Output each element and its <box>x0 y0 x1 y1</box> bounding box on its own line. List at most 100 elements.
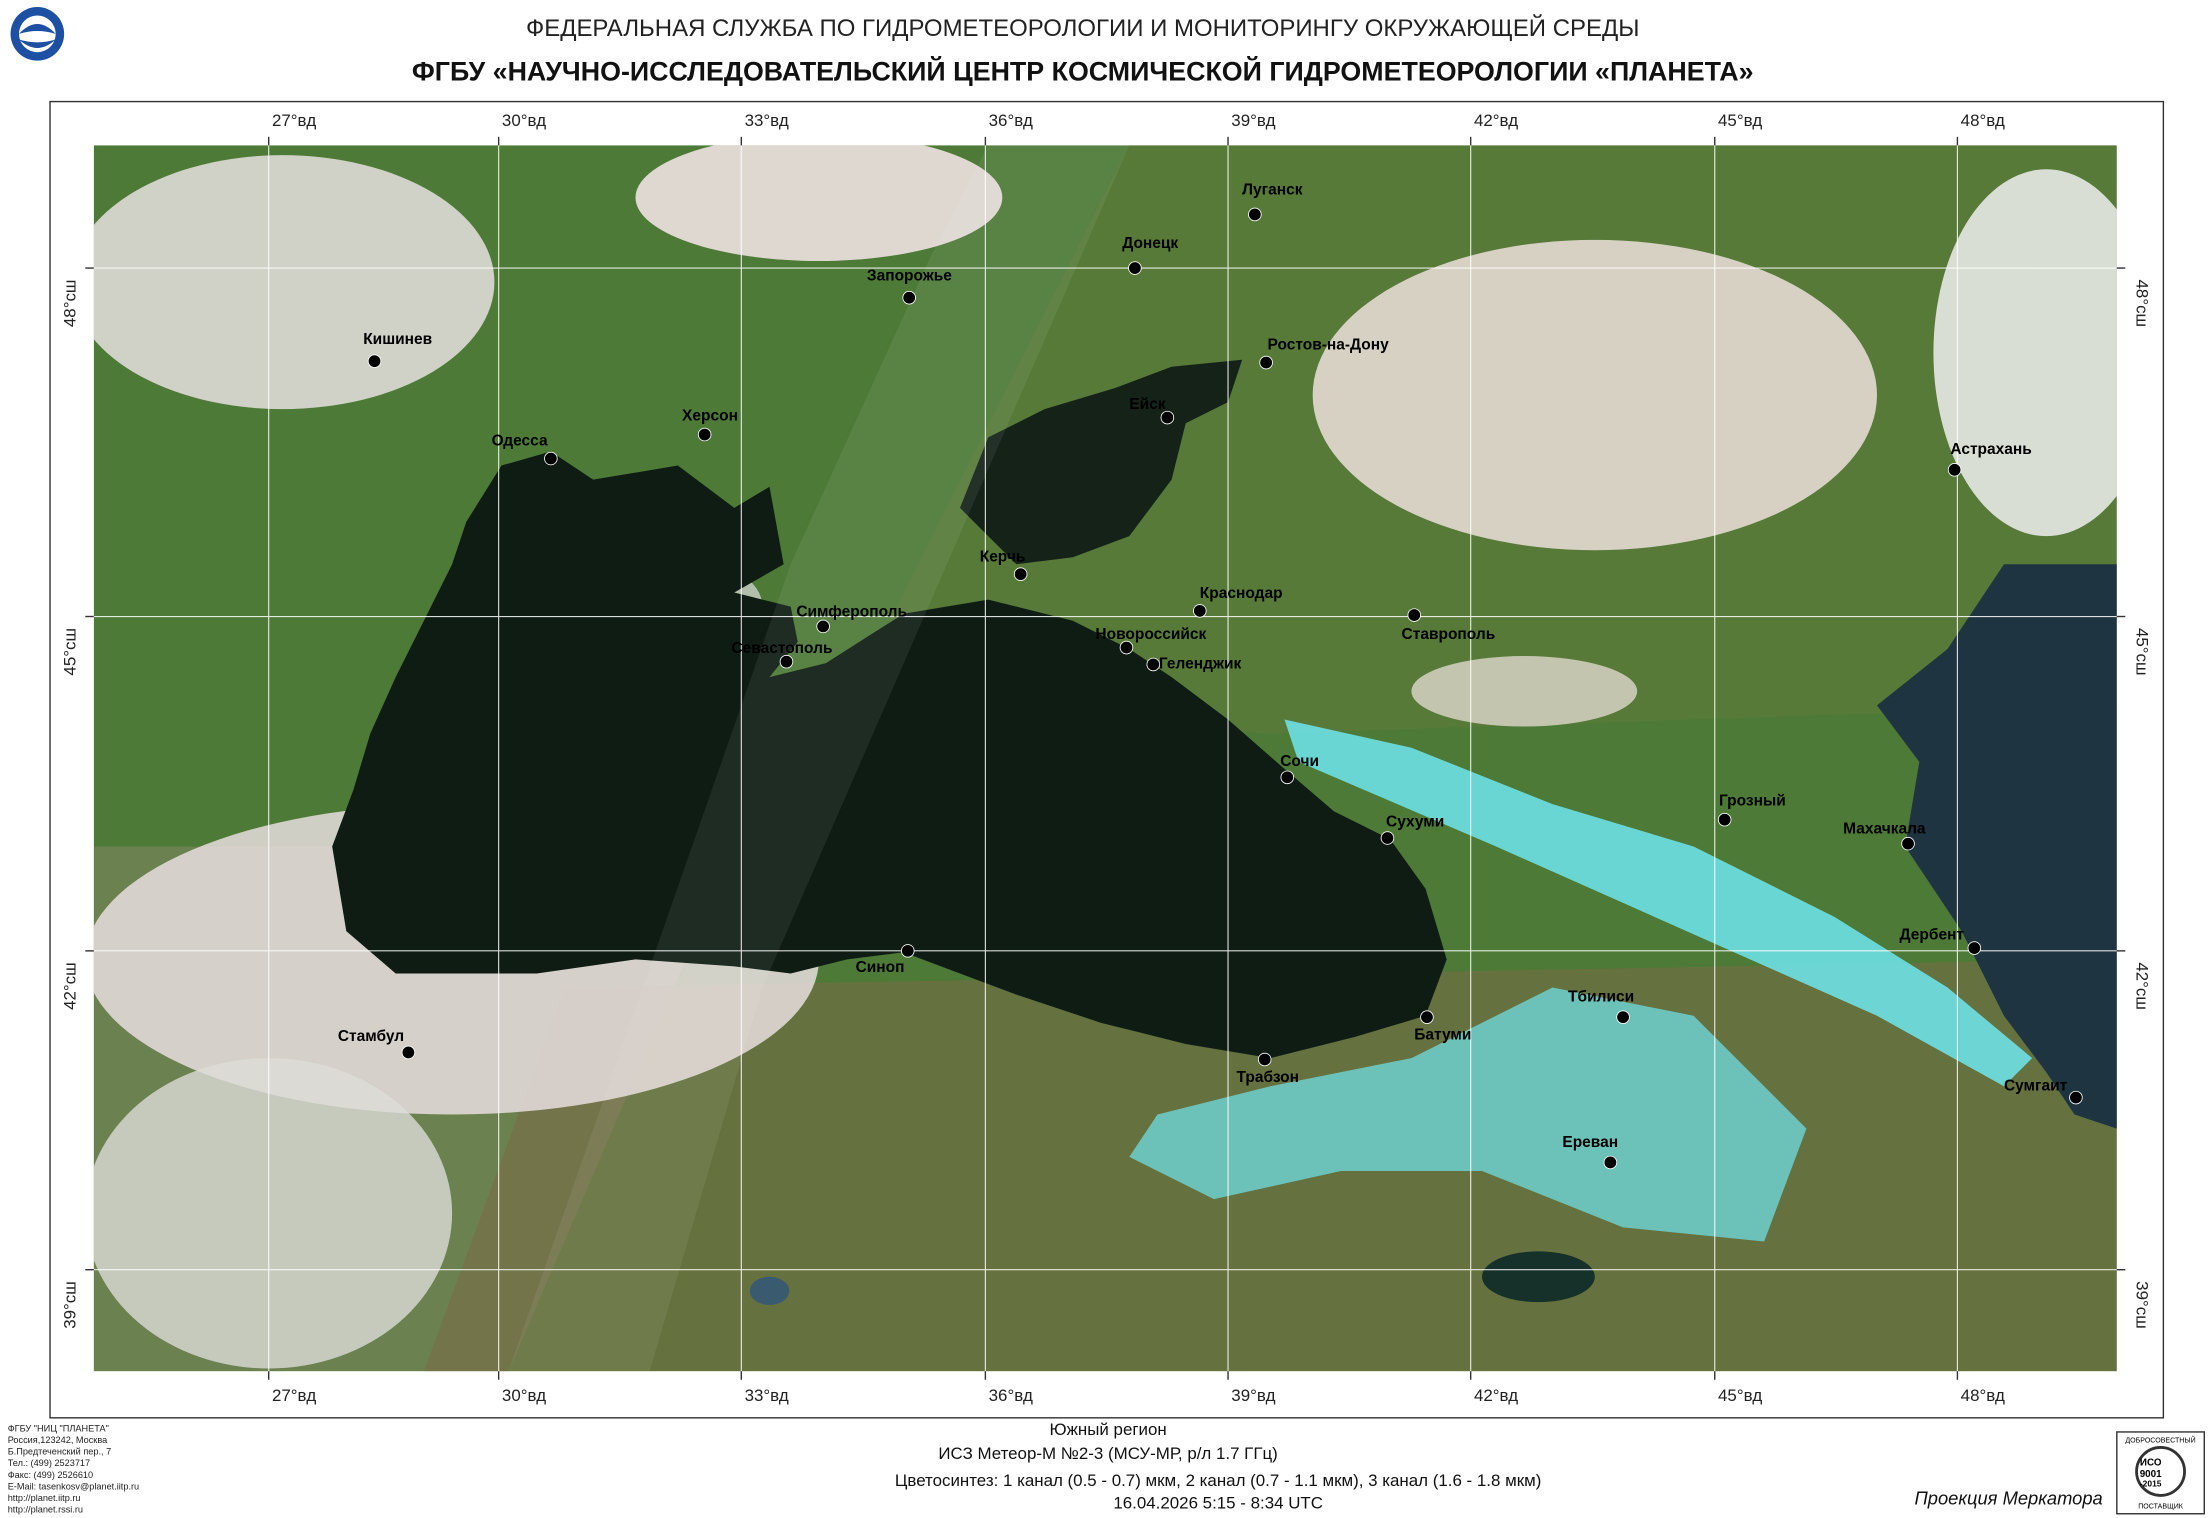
lon-label-bottom: 36°вд <box>989 1386 1033 1405</box>
emblem <box>10 7 65 61</box>
agency-title: ФЕДЕРАЛЬНАЯ СЛУЖБА ПО ГИДРОМЕТЕОРОЛОГИИ … <box>526 14 1639 42</box>
iso-bottom: ПОСТАВЩИК <box>2138 1504 2184 1511</box>
city-label: Новороссийск <box>1095 626 1206 643</box>
iso-name: ИСО <box>2140 1458 2162 1469</box>
city-label: Синоп <box>856 959 905 976</box>
city-label: Трабзон <box>1236 1069 1298 1086</box>
city-label: Ереван <box>1562 1134 1618 1151</box>
city-dot <box>1160 410 1175 425</box>
city-label: Керчь <box>980 548 1026 565</box>
city-dot <box>401 1045 416 1060</box>
city-dot <box>1128 261 1142 275</box>
city-label: Грозный <box>1719 792 1786 809</box>
lon-label-top: 36°вд <box>989 111 1033 130</box>
satellite: ИСЗ Метеор-М №2-3 (МСУ-МР, р/л 1.7 ГГц) <box>938 1444 1277 1463</box>
city-label: Ростов-на-Дону <box>1268 337 1390 354</box>
city-dot <box>779 654 794 669</box>
lon-label-bottom: 33°вд <box>745 1386 789 1405</box>
lon-label-bottom: 27°вд <box>272 1386 316 1405</box>
region: Южный регион <box>1050 1420 1167 1439</box>
city-dot <box>816 619 830 634</box>
lat-label-left: 45°сш <box>61 628 80 676</box>
city-label: Луганск <box>1242 182 1303 199</box>
city-dot <box>1616 1010 1630 1024</box>
lon-label-bottom: 30°вд <box>502 1386 546 1405</box>
city-dot <box>1257 1052 1272 1067</box>
city-dot <box>544 451 558 466</box>
lon-label-bottom: 42°вд <box>1474 1386 1518 1405</box>
lon-label-bottom: 39°вд <box>1231 1386 1275 1405</box>
lon-label-top: 45°вд <box>1718 111 1762 130</box>
city-dot <box>1967 941 1982 955</box>
address-line: ФГБУ "НИЦ "ПЛАНЕТА" <box>8 1424 109 1434</box>
center-title: ФГБУ «НАУЧНО-ИССЛЕДОВАТЕЛЬСКИЙ ЦЕНТР КОС… <box>412 55 1754 86</box>
iso-year: -2015 <box>2140 1478 2162 1488</box>
city-dot <box>901 944 915 958</box>
city-label: Ставрополь <box>1402 626 1496 643</box>
address-line: E-Mail: tasenkosv@planet.iitp.ru <box>8 1481 139 1491</box>
city-label: Ейск <box>1129 396 1165 413</box>
lat-label-right: 42°сш <box>2132 962 2151 1010</box>
lon-label-top: 39°вд <box>1231 111 1275 130</box>
city-dot <box>1013 567 1028 581</box>
address-line: Тел.: (499) 2523717 <box>8 1458 90 1468</box>
city-label: Херсон <box>682 407 738 424</box>
lon-label-bottom: 45°вд <box>1718 1386 1762 1405</box>
lon-label-top: 48°вд <box>1961 111 2005 130</box>
iso-logo: ДОБРОСОВЕСТНЫЙ ИСО 9001 -2015 ПОСТАВЩИК <box>2116 1431 2205 1515</box>
satellite-image <box>93 145 2117 1372</box>
address-line: Факс: (499) 2526610 <box>8 1470 93 1480</box>
lon-label-top: 33°вд <box>745 111 789 130</box>
city-label: Батуми <box>1414 1027 1471 1044</box>
lat-label-left: 42°сш <box>61 962 80 1010</box>
city-dot <box>1717 812 1732 827</box>
address-line: http://planet.iitp.ru <box>8 1493 81 1503</box>
city-dot <box>902 290 916 305</box>
city-label: Сочи <box>1280 753 1319 770</box>
city-label: Одесса <box>492 433 548 450</box>
city-dot <box>1146 657 1161 672</box>
lat-label-right: 48°сш <box>2132 280 2151 328</box>
lat-label-right: 45°сш <box>2132 628 2151 676</box>
city-dot <box>1280 770 1295 785</box>
city-dot <box>1901 836 1915 851</box>
city-label: Краснодар <box>1200 585 1283 602</box>
lat-label-left: 39°сш <box>61 1281 80 1329</box>
city-dot <box>1259 355 1273 370</box>
city-label: Сумгаит <box>2004 1077 2068 1094</box>
address-line: Россия,123242, Москва <box>8 1435 108 1445</box>
city-dot <box>1420 1010 1434 1024</box>
iso-standard: 9001 <box>2140 1469 2162 1480</box>
city-label: Геленджик <box>1159 656 1242 673</box>
city-dot <box>1119 640 1134 655</box>
lon-label-top: 27°вд <box>272 111 316 130</box>
city-label: Кишинев <box>363 331 432 348</box>
channels: Цветосинтез: 1 канал (0.5 - 0.7) мкм, 2 … <box>895 1471 1541 1490</box>
city-label: Тбилиси <box>1568 989 1634 1006</box>
city-label: Донецк <box>1122 235 1178 252</box>
city-label: Махачкала <box>1843 821 1926 838</box>
datetime: 16.04.2026 5:15 - 8:34 UTC <box>1113 1493 1323 1512</box>
address-line: Б.Предтеченский пер., 7 <box>8 1447 111 1457</box>
address-line: http://planet.rssi.ru <box>8 1505 83 1515</box>
city-dot <box>1380 831 1395 845</box>
city-label: Стамбул <box>338 1028 404 1045</box>
projection: Проекция Меркатора <box>1914 1488 2102 1509</box>
city-label: Астрахань <box>1950 441 2031 458</box>
city-dot <box>697 427 712 442</box>
city-label: Дербент <box>1900 926 1965 943</box>
lat-label-left: 48°сш <box>61 280 80 328</box>
city-dot <box>367 354 382 368</box>
city-label: Сухуми <box>1386 814 1444 831</box>
lon-label-top: 30°вд <box>502 111 546 130</box>
city-dot <box>1193 604 1207 618</box>
lon-label-top: 42°вд <box>1474 111 1518 130</box>
city-label: Симферополь <box>796 603 907 620</box>
city-dot <box>1248 207 1262 222</box>
city-dot <box>1603 1155 1618 1170</box>
city-dot <box>1407 608 1422 622</box>
city-dot <box>1947 463 1962 477</box>
iso-top: ДОБРОСОВЕСТНЫЙ <box>2125 1435 2195 1444</box>
